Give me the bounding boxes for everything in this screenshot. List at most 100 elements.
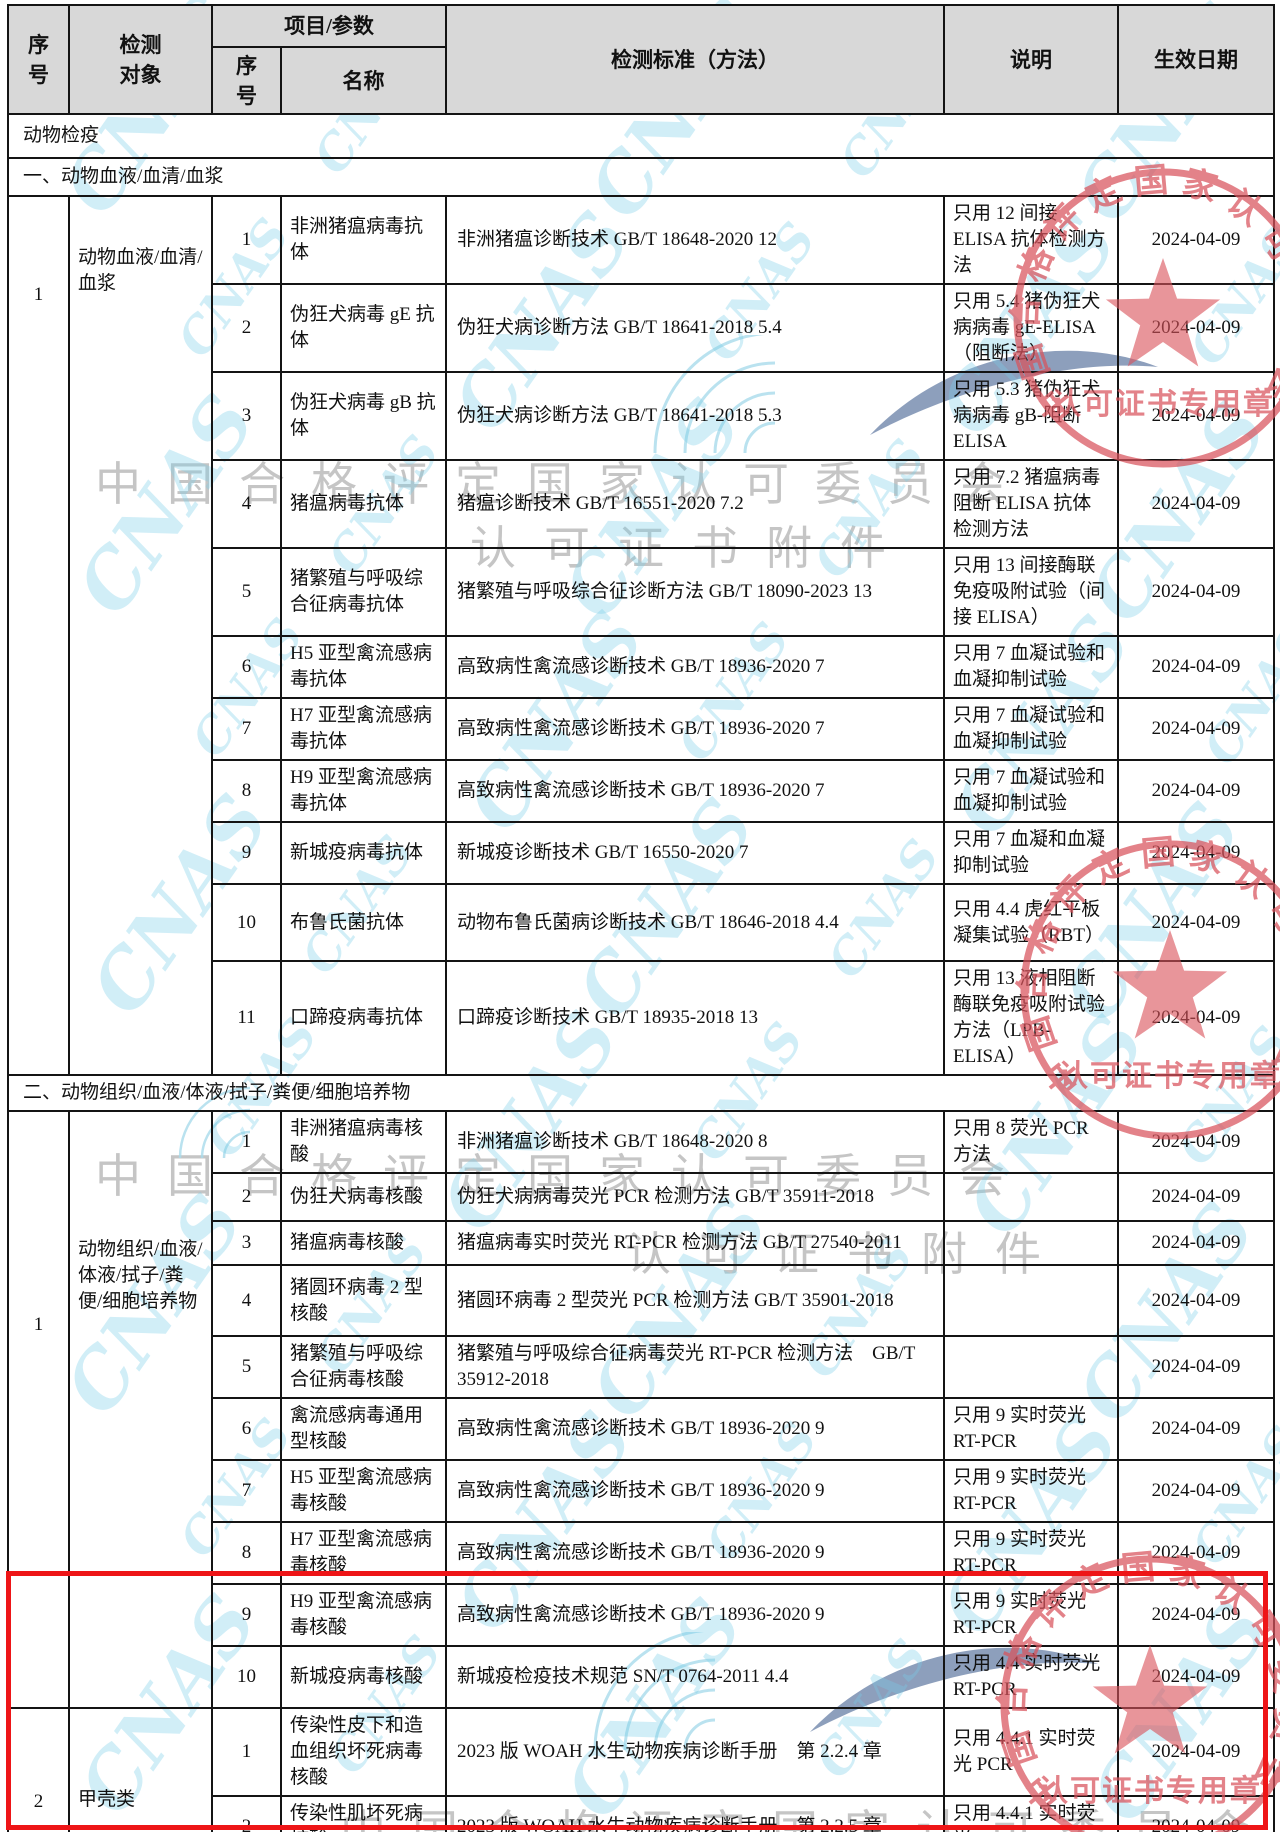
date-cell: 2024-04-09	[1117, 1583, 1275, 1647]
row-seq-cell: 9	[211, 821, 282, 885]
item-name-cell: 猪瘟病毒抗体	[280, 459, 447, 549]
note-cell: 只用 4.4.1 实时荧光 RT-PCR	[943, 1795, 1119, 1832]
header-sub-no: 序号	[211, 46, 282, 115]
group-object-cell: 动物血液/血清/血浆	[68, 195, 213, 1076]
date-cell: 2024-04-09	[1117, 883, 1275, 962]
standard-cell: 新城疫检疫技术规范 SN/T 0764-2011 4.4	[445, 1645, 945, 1709]
standard-cell: 非洲猪瘟诊断技术 GB/T 18648-2020 8	[445, 1110, 945, 1174]
header-item-param: 项目/参数	[211, 4, 447, 48]
row-seq-cell: 1	[211, 195, 282, 285]
standard-cell: 猪繁殖与呼吸综合征病毒荧光 RT-PCR 检测方法 GB/T 35912-201…	[445, 1335, 945, 1399]
note-cell: 只用 9 实时荧光 RT-PCR	[943, 1521, 1119, 1585]
standard-cell: 高致病性禽流感诊断技术 GB/T 18936-2020 9	[445, 1583, 945, 1647]
date-cell: 2024-04-09	[1117, 821, 1275, 885]
item-name-cell: 伪狂犬病毒核酸	[280, 1172, 447, 1222]
note-cell	[943, 1220, 1119, 1266]
item-name-cell: 非洲猪瘟病毒核酸	[280, 1110, 447, 1174]
row-seq-cell: 11	[211, 960, 282, 1076]
note-cell: 只用 4.4.1 实时荧光 PCR	[943, 1707, 1119, 1797]
header-standard: 检测标准（方法）	[445, 4, 945, 115]
note-cell: 只用 5.3 猪伪狂犬病病毒 gB-阻断 ELISA	[943, 371, 1119, 461]
note-cell: 只用 4.4 实时荧光 RT-PCR	[943, 1645, 1119, 1709]
row-seq-cell: 2	[211, 1795, 282, 1832]
group-no-cell: 1	[7, 1110, 70, 1709]
date-cell: 2024-04-09	[1117, 960, 1275, 1076]
date-cell: 2024-04-09	[1117, 1264, 1275, 1337]
header-date: 生效日期	[1117, 4, 1275, 115]
item-name-cell: 布鲁氏菌抗体	[280, 883, 447, 962]
standard-cell: 猪瘟诊断技术 GB/T 16551-2020 7.2	[445, 459, 945, 549]
row-seq-cell: 9	[211, 1583, 282, 1647]
note-cell: 只用 13 液相阻断酶联免疫吸附试验方法（LPB-ELISA）	[943, 960, 1119, 1076]
item-name-cell: 新城疫病毒核酸	[280, 1645, 447, 1709]
row-seq-cell: 1	[211, 1707, 282, 1797]
standard-cell: 口蹄疫诊断技术 GB/T 18935-2018 13	[445, 960, 945, 1076]
note-cell: 只用 8 荧光 PCR 方法	[943, 1110, 1119, 1174]
group-object-cell: 甲壳类	[68, 1707, 213, 1832]
item-name-cell: H9 亚型禽流感病毒核酸	[280, 1583, 447, 1647]
note-cell: 只用 9 实时荧光 RT-PCR	[943, 1459, 1119, 1523]
date-cell: 2024-04-09	[1117, 1397, 1275, 1461]
standard-cell: 伪狂犬病诊断方法 GB/T 18641-2018 5.3	[445, 371, 945, 461]
date-cell: 2024-04-09	[1117, 1707, 1275, 1797]
standard-cell: 高致病性禽流感诊断技术 GB/T 18936-2020 7	[445, 759, 945, 823]
standard-cell: 2023 版 WOAH 水生动物疾病诊断手册 第 2.2.4 章	[445, 1707, 945, 1797]
row-seq-cell: 6	[211, 1397, 282, 1461]
item-name-cell: H7 亚型禽流感病毒核酸	[280, 1521, 447, 1585]
date-cell: 2024-04-09	[1117, 1220, 1275, 1266]
date-cell: 2024-04-09	[1117, 547, 1275, 637]
group-no-cell: 2	[7, 1707, 70, 1832]
date-cell: 2024-04-09	[1117, 1335, 1275, 1399]
item-name-cell: 新城疫病毒抗体	[280, 821, 447, 885]
row-seq-cell: 4	[211, 459, 282, 549]
standard-cell: 非洲猪瘟诊断技术 GB/T 18648-2020 12	[445, 195, 945, 285]
note-cell: 只用 9 实时荧光 RT-PCR	[943, 1583, 1119, 1647]
date-cell: 2024-04-09	[1117, 283, 1275, 373]
note-cell	[943, 1264, 1119, 1337]
note-cell: 只用 12 间接 ELISA 抗体检测方法	[943, 195, 1119, 285]
date-cell: 2024-04-09	[1117, 1645, 1275, 1709]
row-seq-cell: 1	[211, 1110, 282, 1174]
date-cell: 2024-04-09	[1117, 195, 1275, 285]
item-name-cell: H5 亚型禽流感病毒核酸	[280, 1459, 447, 1523]
standard-cell: 2023 版 WOAH 水生动物疾病诊断手册 第 2.2.5 章	[445, 1795, 945, 1832]
standard-cell: 猪繁殖与呼吸综合征诊断方法 GB/T 18090-2023 13	[445, 547, 945, 637]
note-cell: 只用 7 血凝试验和血凝抑制试验	[943, 759, 1119, 823]
row-seq-cell: 10	[211, 883, 282, 962]
item-name-cell: H5 亚型禽流感病毒抗体	[280, 635, 447, 699]
row-seq-cell: 10	[211, 1645, 282, 1709]
header-no: 序号	[7, 4, 70, 115]
group-no-cell: 1	[7, 195, 70, 1076]
date-cell: 2024-04-09	[1117, 1172, 1275, 1222]
section-label: 二、动物组织/血液/体液/拭子/粪便/细胞培养物	[7, 1074, 1275, 1112]
item-name-cell: 非洲猪瘟病毒抗体	[280, 195, 447, 285]
standard-cell: 猪圆环病毒 2 型荧光 PCR 检测方法 GB/T 35901-2018	[445, 1264, 945, 1337]
item-name-cell: 传染性皮下和造血组织坏死病毒核酸	[280, 1707, 447, 1797]
group-object-cell: 动物组织/血液/体液/拭子/粪便/细胞培养物	[68, 1110, 213, 1709]
date-cell: 2024-04-09	[1117, 759, 1275, 823]
standard-cell: 伪狂犬病病毒荧光 PCR 检测方法 GB/T 35911-2018	[445, 1172, 945, 1222]
row-seq-cell: 4	[211, 1264, 282, 1337]
item-name-cell: 猪瘟病毒核酸	[280, 1220, 447, 1266]
category-row: 动物检疫	[7, 113, 1275, 159]
note-cell	[943, 1172, 1119, 1222]
date-cell: 2024-04-09	[1117, 1521, 1275, 1585]
item-name-cell: 伪狂犬病毒 gE 抗体	[280, 283, 447, 373]
note-cell	[943, 1335, 1119, 1399]
row-seq-cell: 5	[211, 547, 282, 637]
date-cell: 2024-04-09	[1117, 1110, 1275, 1174]
standard-cell: 猪瘟病毒实时荧光 RT-PCR 检测方法 GB/T 27540-2011	[445, 1220, 945, 1266]
note-cell: 只用 7 血凝试验和血凝抑制试验	[943, 697, 1119, 761]
standard-cell: 高致病性禽流感诊断技术 GB/T 18936-2020 7	[445, 635, 945, 699]
item-name-cell: 猪繁殖与呼吸综合征病毒核酸	[280, 1335, 447, 1399]
header-note: 说明	[943, 4, 1119, 115]
standard-cell: 新城疫诊断技术 GB/T 16550-2020 7	[445, 821, 945, 885]
item-name-cell: H7 亚型禽流感病毒抗体	[280, 697, 447, 761]
standard-cell: 高致病性禽流感诊断技术 GB/T 18936-2020 9	[445, 1397, 945, 1461]
item-name-cell: 禽流感病毒通用型核酸	[280, 1397, 447, 1461]
date-cell: 2024-04-09	[1117, 371, 1275, 461]
row-seq-cell: 3	[211, 371, 282, 461]
note-cell: 只用 7.2 猪瘟病毒阻断 ELISA 抗体检测方法	[943, 459, 1119, 549]
note-cell: 只用 5.4 猪伪狂犬病病毒 gE-ELISA（阻断法）	[943, 283, 1119, 373]
